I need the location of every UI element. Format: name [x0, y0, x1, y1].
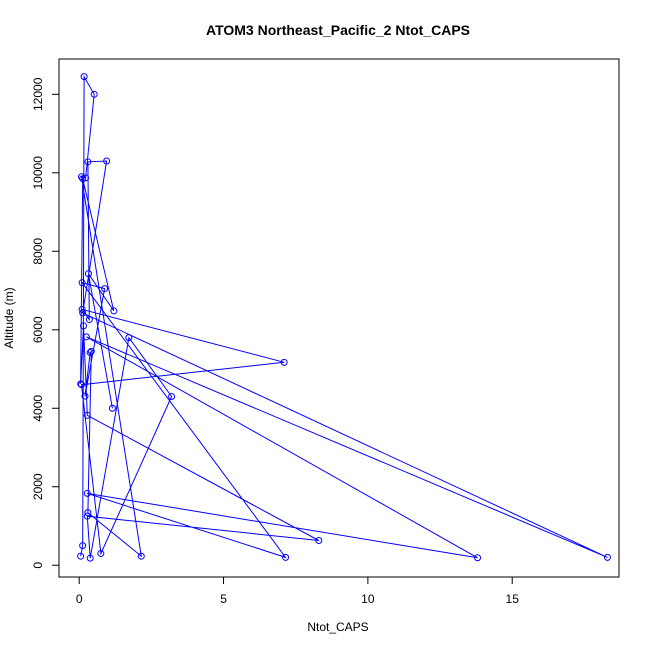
x-tick-label: 5: [220, 592, 227, 606]
y-axis-label: Altitude (m): [2, 287, 16, 348]
data-point: [79, 542, 87, 550]
y-tick-label: 2000: [31, 473, 45, 500]
y-tick-label: 6000: [31, 316, 45, 343]
data-point: [83, 489, 91, 497]
data-point: [80, 322, 88, 330]
data-point: [79, 175, 87, 183]
data-point: [110, 307, 118, 315]
data-point: [84, 509, 92, 517]
data-point: [101, 285, 109, 293]
data-point: [83, 411, 91, 419]
data-point: [603, 553, 611, 561]
x-axis: 0 5 10 15: [76, 576, 520, 606]
x-tick-label: 15: [506, 592, 520, 606]
x-tick-label: 10: [361, 592, 375, 606]
data-point: [168, 392, 176, 400]
data-point: [280, 358, 288, 366]
x-tick-label: 0: [76, 592, 83, 606]
data-point: [82, 174, 90, 182]
data-point: [87, 347, 95, 355]
y-tick-label: 8000: [31, 238, 45, 265]
data-point: [474, 554, 482, 562]
data-point: [90, 90, 98, 98]
data-point: [108, 404, 116, 412]
data-point: [103, 157, 111, 165]
chart-title: ATOM3 Northeast_Pacific_2 Ntot_CAPS: [206, 22, 470, 38]
data-point: [77, 380, 85, 388]
y-axis: 0 2000 4000 6000 8000 10000 12000: [31, 77, 60, 569]
plot-frame: [58, 58, 620, 578]
data-point: [78, 279, 86, 287]
y-tick-label: 4000: [31, 395, 45, 422]
data-point: [86, 349, 94, 357]
series-layer: [77, 73, 611, 562]
data-point: [77, 552, 85, 560]
data-point: [78, 305, 86, 313]
data-point: [80, 73, 88, 81]
data-point: [125, 334, 133, 342]
data-point: [84, 158, 92, 166]
series-line: [80, 74, 608, 559]
data-point: [82, 333, 90, 341]
data-point: [86, 554, 94, 562]
data-point: [84, 270, 92, 278]
y-tick-label: 10000: [31, 156, 45, 190]
x-axis-label: Ntot_CAPS: [307, 620, 368, 634]
y-tick-label: 0: [31, 562, 45, 569]
data-point: [83, 512, 91, 520]
data-point: [282, 553, 290, 561]
data-point: [315, 537, 323, 545]
data-point: [79, 309, 87, 317]
data-point: [97, 549, 105, 557]
data-point: [78, 381, 86, 389]
data-point: [137, 552, 145, 560]
data-point: [81, 392, 89, 400]
y-tick-label: 12000: [31, 77, 45, 111]
data-point: [85, 316, 93, 324]
